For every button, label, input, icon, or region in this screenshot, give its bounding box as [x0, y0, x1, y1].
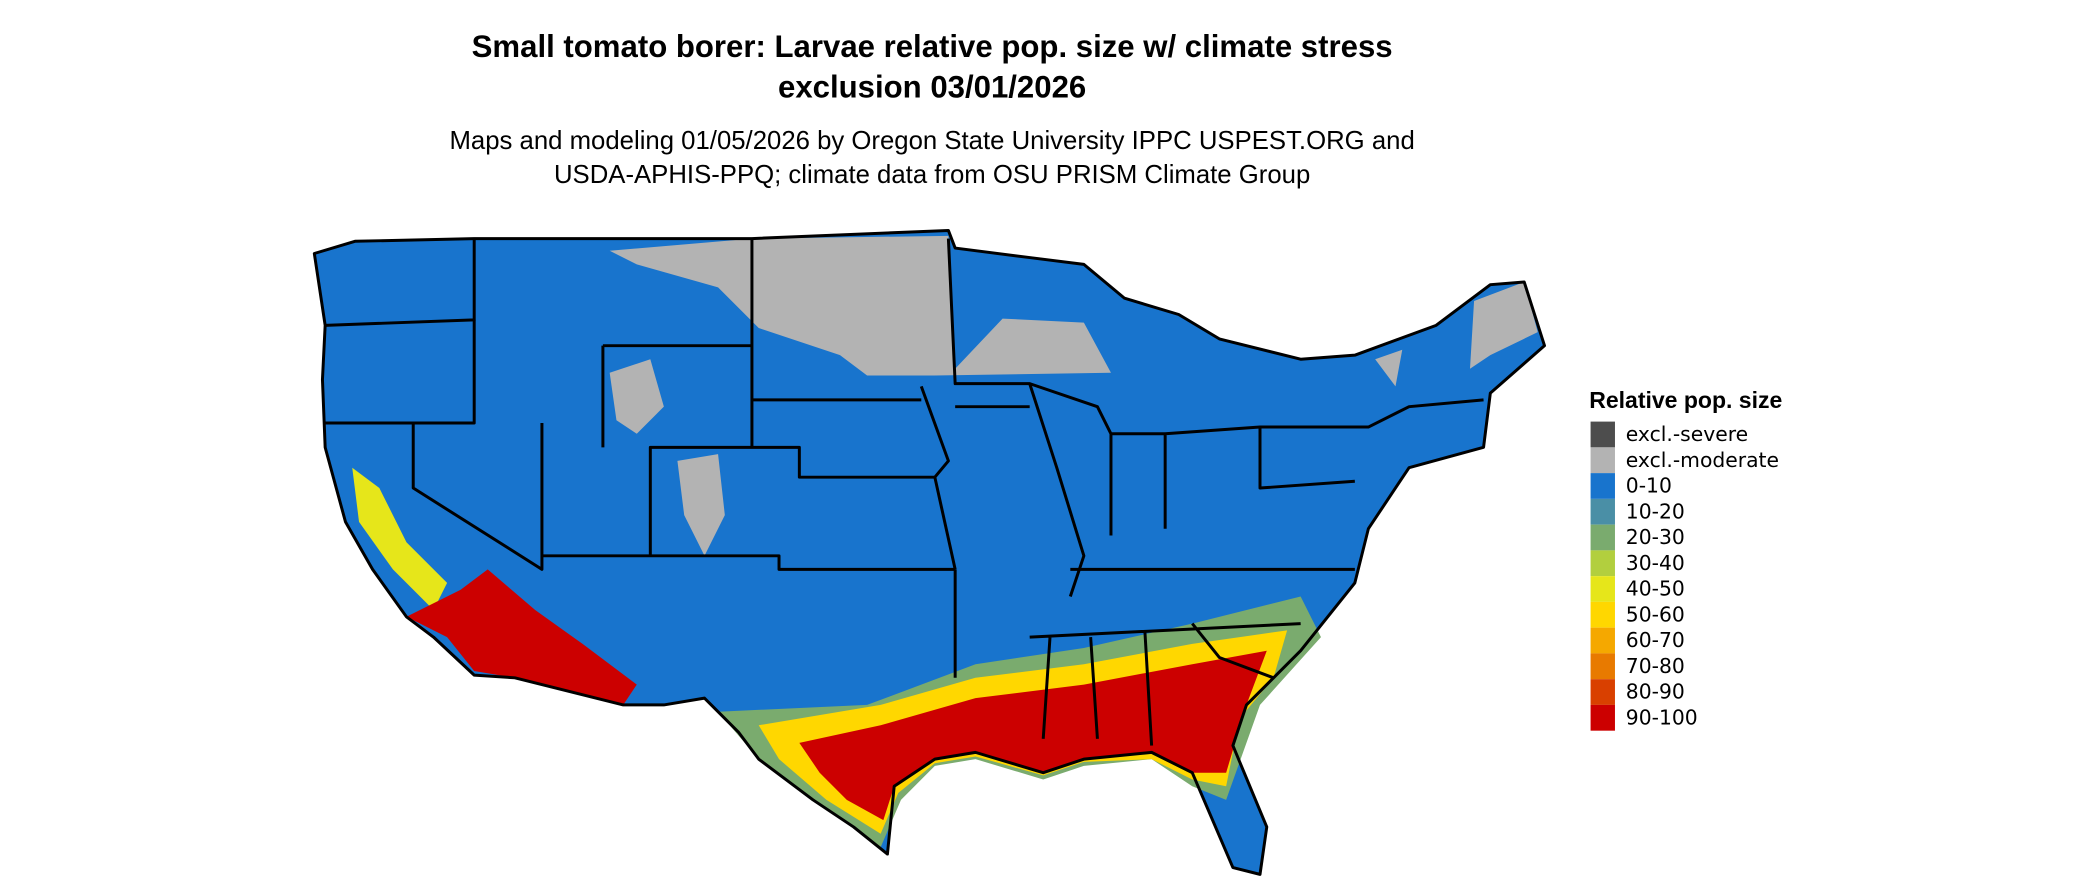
- legend-label: 60-70: [1626, 628, 1685, 652]
- legend-label: 20-30: [1626, 525, 1685, 549]
- legend-swatch: [1590, 447, 1615, 474]
- legend-swatch: [1590, 704, 1615, 731]
- legend-swatch: [1590, 421, 1615, 448]
- title-line: Small tomato borer: Larvae relative pop.…: [472, 29, 1393, 64]
- legend-label: excl.-severe: [1626, 422, 1748, 446]
- legend-label: 10-20: [1626, 499, 1685, 523]
- region-warm: [352, 467, 448, 611]
- title-line: exclusion 03/01/2026: [778, 70, 1086, 105]
- state-borders: [411, 238, 1484, 746]
- legend: excl.-severeexcl.-moderate0-1010-2020-30…: [1590, 421, 1779, 731]
- legend-swatch: [1590, 601, 1615, 628]
- legend-swatch: [1590, 473, 1615, 499]
- legend-label: 0-10: [1626, 474, 1672, 498]
- legend-title: Relative pop. size: [1589, 387, 1782, 413]
- subtitle-line: Maps and modeling 01/05/2026 by Oregon S…: [449, 127, 1414, 155]
- legend-label: 30-40: [1626, 551, 1685, 575]
- region-excl-moderate: [609, 235, 1111, 376]
- legend-label: 40-50: [1626, 577, 1685, 601]
- state-borders: [325, 319, 476, 425]
- outline: [312, 228, 1547, 876]
- legend-swatch: [1590, 679, 1615, 705]
- legend-swatch: [1590, 550, 1615, 577]
- legend-label: 80-90: [1626, 680, 1685, 704]
- legend-swatch: [1590, 524, 1615, 551]
- legend-label: 90-100: [1626, 705, 1698, 729]
- legend-swatch: [1590, 498, 1615, 525]
- legend-swatch: [1590, 627, 1615, 654]
- subtitle-line: USDA-APHIS-PPQ; climate data from OSU PR…: [554, 161, 1310, 189]
- legend-swatch: [1590, 653, 1615, 680]
- region-excl-moderate: [1470, 281, 1538, 369]
- legend-swatch: [1590, 576, 1615, 602]
- legend-label: 50-60: [1626, 602, 1685, 626]
- legend-label: excl.-moderate: [1626, 448, 1779, 472]
- legend-label: 70-80: [1626, 654, 1685, 678]
- us-map: [312, 228, 1547, 876]
- region-hot: [406, 569, 637, 705]
